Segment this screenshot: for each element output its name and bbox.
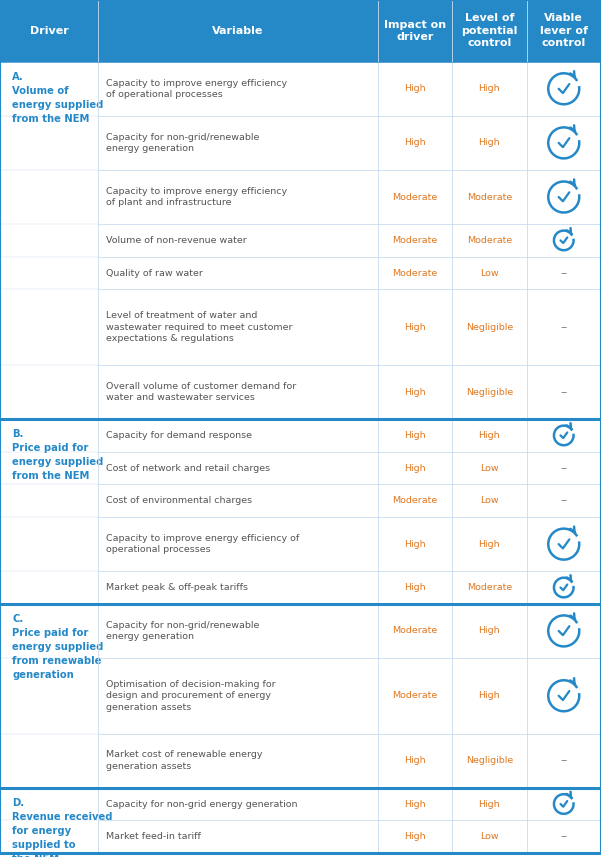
Text: –: – [561,754,567,767]
Bar [0,484,601,517]
Text: Market peak & off-peak tariffs: Market peak & off-peak tariffs [106,583,248,592]
Text: –: – [561,386,567,399]
Text: Impact on
driver: Impact on driver [383,20,446,42]
Bar [0,62,601,116]
Bar [526,0,601,62]
Text: High: High [478,84,500,93]
Text: High: High [404,138,426,147]
Text: Moderate: Moderate [392,692,438,700]
Text: Low: Low [480,268,499,278]
Text: Capacity to improve energy efficiency of
operational processes: Capacity to improve energy efficiency of… [106,534,299,554]
Text: Negligible: Negligible [466,756,513,765]
Text: Driver: Driver [29,26,69,36]
Text: High: High [478,540,500,548]
Text: High: High [478,626,500,635]
Text: High: High [478,431,500,440]
Bar [0,734,601,788]
Text: Overall volume of customer demand for
water and wastewater services: Overall volume of customer demand for wa… [106,382,296,402]
Bar [0,170,601,224]
Text: Negligible: Negligible [466,323,513,332]
Text: High: High [404,431,426,440]
Bar [0,116,601,170]
Text: Low: Low [480,832,499,842]
Bar [0,257,601,290]
Text: Viable
lever of
control: Viable lever of control [540,14,588,48]
Text: High: High [478,138,500,147]
Text: Capacity for non-grid/renewable
energy generation: Capacity for non-grid/renewable energy g… [106,133,259,153]
Bar [0,0,98,62]
Text: High: High [404,756,426,765]
Text: Market cost of renewable energy
generation assets: Market cost of renewable energy generati… [106,751,263,770]
Bar [377,0,452,62]
Text: Cost of network and retail charges: Cost of network and retail charges [106,464,270,472]
Text: Level of treatment of water and
wastewater required to meet customer
expectation: Level of treatment of water and wastewat… [106,311,292,343]
Bar [0,452,601,484]
Text: –: – [561,462,567,475]
Bar [0,517,601,572]
Text: –: – [561,830,567,843]
Text: Low: Low [480,496,499,506]
Text: Moderate: Moderate [392,626,438,635]
Bar [0,290,601,365]
Text: Capacity to improve energy efficiency
of operational processes: Capacity to improve energy efficiency of… [106,79,287,99]
Text: A.
Volume of
energy supplied
from the NEM: A. Volume of energy supplied from the NE… [12,72,103,123]
Text: High: High [404,800,426,808]
Text: High: High [404,464,426,472]
Text: C.
Price paid for
energy supplied
from renewable
generation: C. Price paid for energy supplied from r… [12,614,103,680]
Text: Variable: Variable [212,26,263,36]
Text: B.
Price paid for
energy supplied
from the NEM: B. Price paid for energy supplied from t… [12,429,103,481]
Text: Negligible: Negligible [466,387,513,397]
Bar [0,365,601,419]
Text: High: High [478,800,500,808]
Text: Level of
potential
control: Level of potential control [461,14,517,48]
Text: Capacity to improve energy efficiency
of plant and infrastructure: Capacity to improve energy efficiency of… [106,187,287,207]
Bar [0,658,601,734]
Bar [0,788,601,820]
Text: Moderate: Moderate [466,583,512,592]
Text: High: High [404,323,426,332]
Text: Optimisation of decision-making for
design and procurement of energy
generation : Optimisation of decision-making for desi… [106,680,275,711]
Text: High: High [404,583,426,592]
Text: High: High [478,692,500,700]
Text: Moderate: Moderate [392,268,438,278]
Text: D.
Revenue received
for energy
supplied to
the NEM: D. Revenue received for energy supplied … [12,798,112,857]
Text: High: High [404,387,426,397]
Bar [452,0,526,62]
Text: Capacity for non-grid energy generation: Capacity for non-grid energy generation [106,800,297,808]
Bar [0,820,601,853]
Text: Market feed-in tariff: Market feed-in tariff [106,832,201,842]
Text: Moderate: Moderate [392,236,438,245]
Text: Moderate: Moderate [466,193,512,201]
Bar [0,419,601,452]
Text: Moderate: Moderate [392,193,438,201]
Text: Low: Low [480,464,499,472]
Text: Quality of raw water: Quality of raw water [106,268,203,278]
Bar [0,572,601,604]
Text: Moderate: Moderate [466,236,512,245]
Text: –: – [561,321,567,333]
Text: Moderate: Moderate [392,496,438,506]
Bar [0,604,601,658]
Text: High: High [404,832,426,842]
Text: High: High [404,84,426,93]
Bar [0,224,601,257]
Text: High: High [404,540,426,548]
Text: Capacity for demand response: Capacity for demand response [106,431,252,440]
Text: Cost of environmental charges: Cost of environmental charges [106,496,252,506]
Text: –: – [561,494,567,507]
Bar [98,0,377,62]
Text: –: – [561,267,567,279]
Text: Capacity for non-grid/renewable
energy generation: Capacity for non-grid/renewable energy g… [106,620,259,641]
Text: Volume of non-revenue water: Volume of non-revenue water [106,236,246,245]
